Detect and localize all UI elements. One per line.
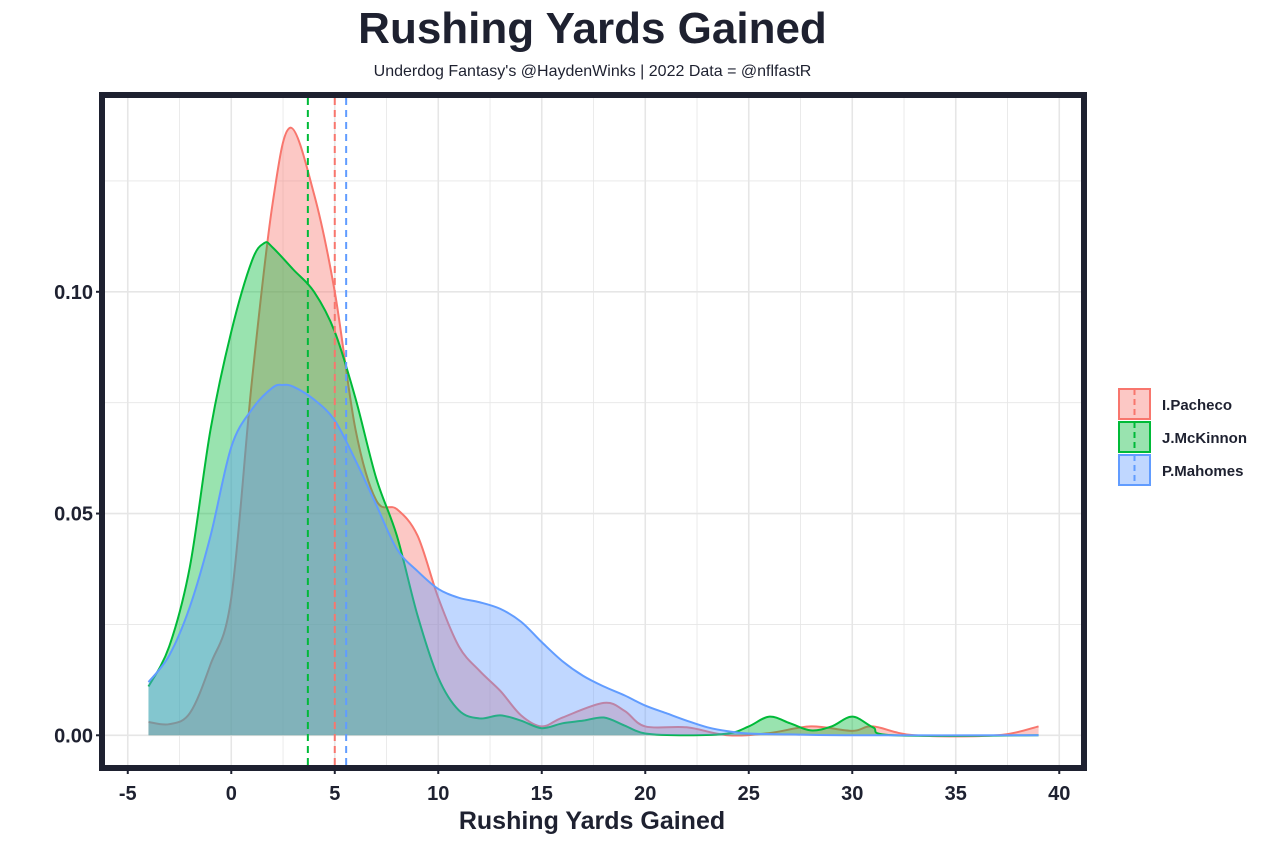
y-tick-label: 0.00 [54, 725, 93, 747]
density-area-P.Mahomes [148, 384, 1039, 736]
y-tick-label: 0.05 [54, 504, 93, 526]
x-tick-label: 0 [226, 783, 237, 805]
legend-label: J.McKinnon [1162, 430, 1247, 447]
x-tick-label: 25 [738, 783, 760, 805]
x-tick-label: 30 [841, 783, 863, 805]
x-axis-title: Rushing Yards Gained [459, 807, 725, 835]
x-tick-label: 15 [531, 783, 553, 805]
x-tick-label: 10 [427, 783, 449, 805]
density-area-I.Pacheco [148, 127, 1039, 737]
x-tick-label: 35 [945, 783, 967, 805]
legend-item-I.Pacheco: I.Pacheco [1118, 388, 1232, 420]
chart-title: Rushing Yards Gained [358, 4, 827, 53]
density-line-P.Mahomes [147, 383, 1039, 737]
density-line-I.Pacheco [148, 126, 1039, 738]
x-tick-label: 5 [329, 783, 340, 805]
legend-item-P.Mahomes: P.Mahomes [1118, 454, 1243, 486]
x-tick-label: 40 [1048, 783, 1070, 805]
legend-label: I.Pacheco [1162, 397, 1232, 414]
y-tick-label: 0.10 [54, 282, 93, 304]
density-area-J.McKinnon [148, 242, 1039, 736]
x-tick-label: 20 [634, 783, 656, 805]
x-tick-label: -5 [119, 783, 137, 805]
plot-frame [99, 92, 1087, 771]
density-line-J.McKinnon [147, 241, 1039, 737]
legend-item-J.McKinnon: J.McKinnon [1118, 421, 1247, 453]
legend-label: P.Mahomes [1162, 463, 1243, 480]
chart-subtitle: Underdog Fantasy's @HaydenWinks | 2022 D… [373, 63, 812, 80]
